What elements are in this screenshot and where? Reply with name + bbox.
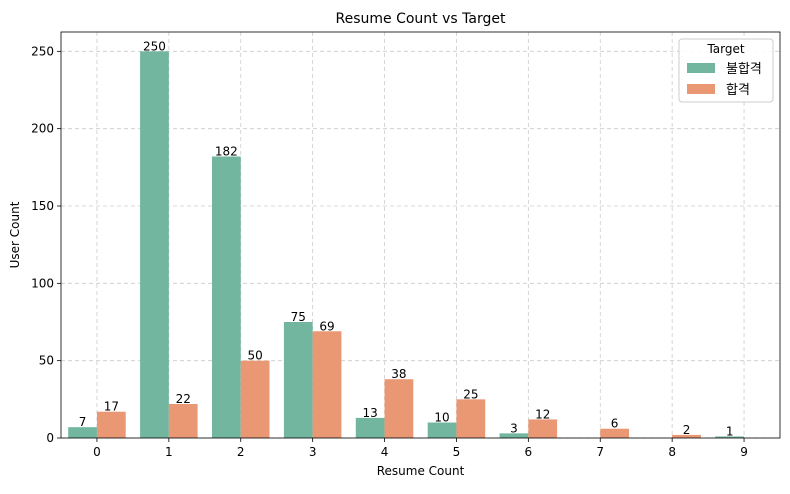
chart-title: Resume Count vs Target bbox=[336, 11, 506, 27]
grid-layer bbox=[61, 32, 780, 439]
x-tick-label: 9 bbox=[740, 445, 748, 459]
bar-pass-2 bbox=[240, 360, 270, 438]
x-tick-label: 1 bbox=[165, 445, 173, 459]
bar-pass-0 bbox=[96, 411, 126, 438]
y-tick-label: 0 bbox=[46, 431, 54, 445]
bar-fail-0 bbox=[68, 427, 97, 438]
bar-value-label: 50 bbox=[247, 349, 262, 363]
y-tick-label: 200 bbox=[31, 122, 54, 136]
bar-fail-6 bbox=[499, 433, 529, 438]
bar-value-label: 6 bbox=[611, 417, 619, 431]
legend-swatch-1 bbox=[687, 84, 715, 94]
legend-text-1: 합격 bbox=[726, 83, 750, 98]
x-tick-label: 6 bbox=[525, 445, 533, 459]
bar-value-label: 10 bbox=[434, 411, 449, 425]
bar-pass-6 bbox=[528, 419, 558, 438]
x-axis-label: Resume Count bbox=[377, 464, 465, 478]
bar-fail-1 bbox=[140, 51, 169, 438]
y-tick-label: 150 bbox=[31, 199, 54, 213]
bar-value-label: 12 bbox=[535, 407, 550, 421]
x-tick-label: 3 bbox=[309, 445, 317, 459]
data-label-layer: 7 250 182 75 13 10 3 1 17 22 50 69 38 25 12 6 2 bbox=[79, 39, 734, 438]
y-tick-label: 250 bbox=[31, 44, 54, 58]
x-tick-label: 8 bbox=[668, 445, 676, 459]
bar-value-label: 38 bbox=[391, 367, 406, 381]
bar-layer bbox=[68, 51, 745, 439]
bar-fail-5 bbox=[427, 422, 457, 438]
bar-value-label: 17 bbox=[104, 400, 119, 414]
bar-value-label: 1 bbox=[726, 424, 734, 438]
bar-pass-3 bbox=[312, 331, 342, 438]
bar-pass-7 bbox=[600, 428, 630, 438]
legend-swatch-0 bbox=[687, 63, 715, 73]
x-tick-label: 0 bbox=[93, 445, 101, 459]
bar-fail-3 bbox=[283, 322, 313, 438]
bar-pass-8 bbox=[672, 434, 701, 438]
bar-pass-1 bbox=[168, 403, 198, 438]
x-tick-label: 4 bbox=[381, 445, 389, 459]
bar-value-label: 13 bbox=[363, 406, 378, 420]
x-tick-label: 5 bbox=[453, 445, 461, 459]
x-tick-label: 2 bbox=[237, 445, 245, 459]
y-tick-label: 50 bbox=[39, 354, 54, 368]
legend-title: Target bbox=[706, 42, 744, 56]
bar-value-label: 3 bbox=[510, 421, 518, 435]
plot-frame bbox=[60, 31, 781, 439]
legend-text-0: 불합격 bbox=[726, 62, 762, 77]
y-axis-label: User Count bbox=[8, 201, 22, 268]
x-tick-label: 7 bbox=[596, 445, 604, 459]
legend: Target 불합격 합격 bbox=[678, 38, 774, 103]
bar-value-label: 75 bbox=[291, 310, 306, 324]
bar-value-label: 2 bbox=[683, 423, 691, 437]
bar-fail-9 bbox=[715, 436, 745, 438]
bar-fail-2 bbox=[211, 156, 241, 439]
bar-pass-4 bbox=[384, 379, 414, 438]
bar-value-label: 22 bbox=[176, 392, 191, 406]
y-tick-label: 100 bbox=[31, 276, 54, 290]
bar-value-label: 182 bbox=[215, 145, 238, 159]
bar-fail-4 bbox=[355, 417, 385, 438]
bar-value-label: 25 bbox=[463, 387, 478, 401]
bar-value-label: 7 bbox=[79, 415, 87, 429]
bar-pass-5 bbox=[456, 399, 486, 438]
bar-value-label: 69 bbox=[319, 319, 334, 333]
bar-value-label: 250 bbox=[143, 39, 166, 53]
